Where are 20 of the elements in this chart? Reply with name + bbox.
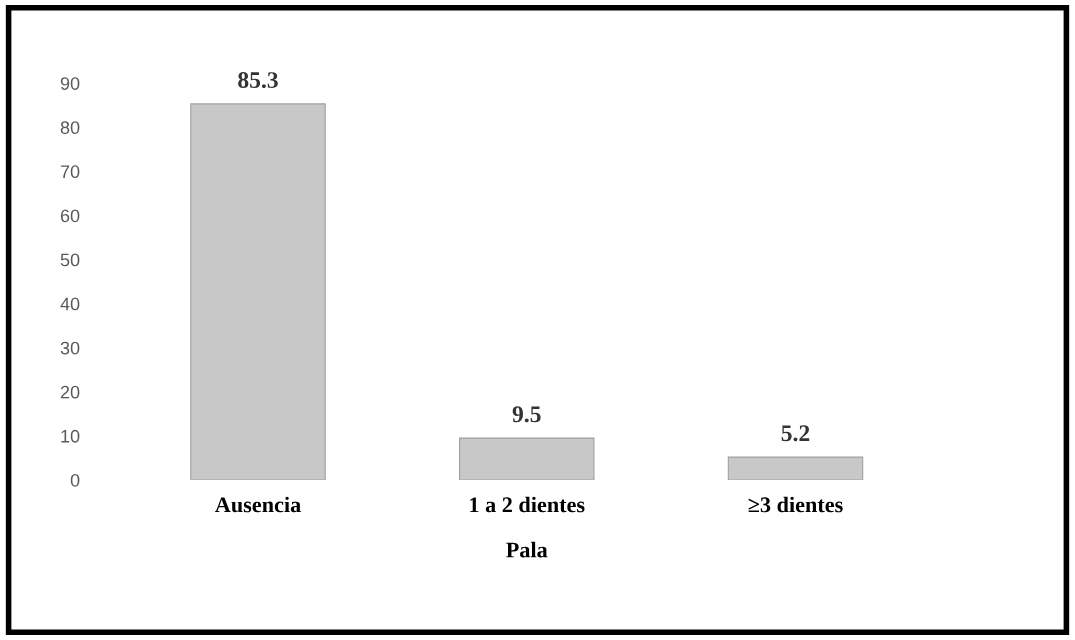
data-label: 5.2 xyxy=(781,425,810,442)
bar xyxy=(459,437,595,480)
y-tick-label: 60 xyxy=(60,209,80,223)
bar xyxy=(727,456,864,480)
y-tick-label: 70 xyxy=(60,165,80,179)
y-tick-label: 30 xyxy=(60,341,80,355)
y-tick-label: 0 xyxy=(70,473,80,487)
y-tick-label: 80 xyxy=(60,121,80,135)
x-tick-label: Ausencia xyxy=(215,496,301,513)
x-tick-label: ≥3 dientes xyxy=(748,496,843,513)
y-tick-label: 90 xyxy=(60,77,80,90)
y-tick-label: 50 xyxy=(60,253,80,267)
data-label: 9.5 xyxy=(512,406,541,423)
data-label: 85.3 xyxy=(238,72,278,89)
y-tick-label: 10 xyxy=(61,429,80,443)
bar xyxy=(190,103,326,480)
x-axis-title: Pala xyxy=(506,541,548,558)
y-tick-label: 40 xyxy=(60,297,80,311)
x-tick-label: 1 a 2 dientes xyxy=(470,496,585,513)
y-tick-label: 20 xyxy=(60,385,80,399)
